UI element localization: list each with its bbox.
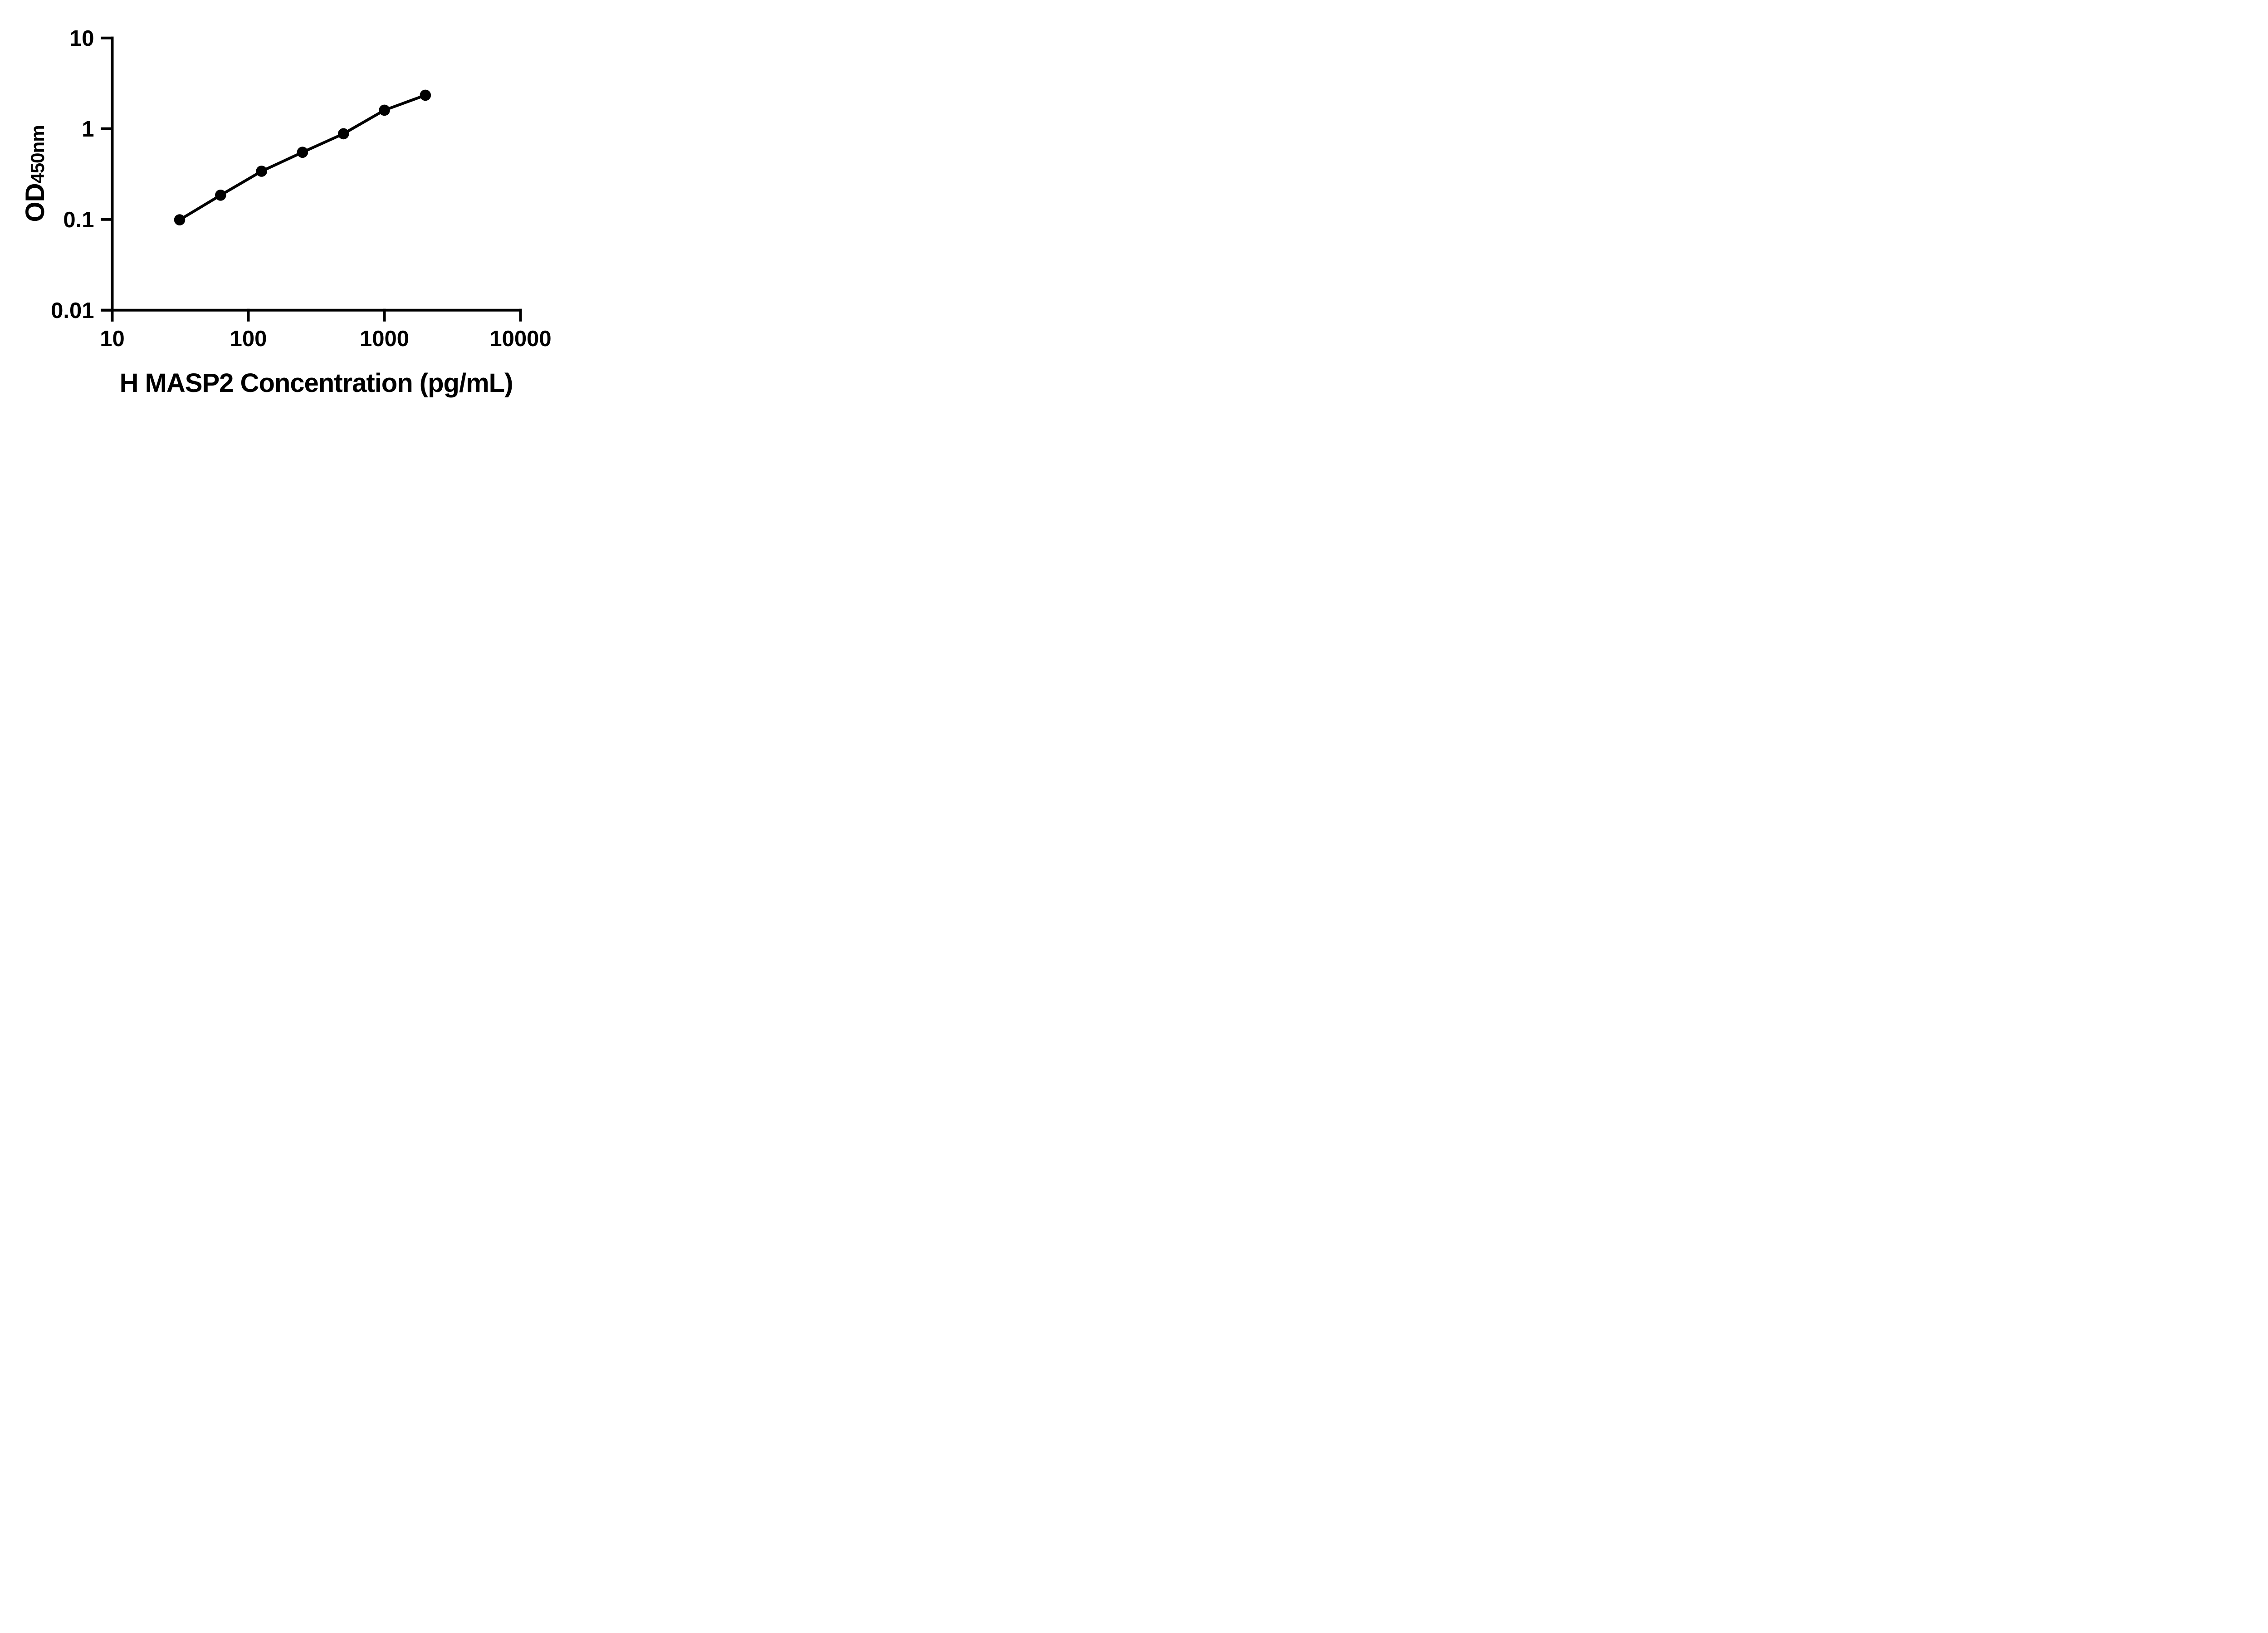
data-point	[420, 89, 431, 101]
data-point	[379, 104, 390, 116]
data-point	[337, 128, 349, 140]
data-point	[215, 190, 226, 201]
data-point	[174, 214, 186, 225]
x-tick-label: 10000	[489, 327, 551, 351]
x-tick-label: 100	[230, 327, 267, 351]
data-point	[256, 166, 267, 177]
x-tick-label: 10	[100, 327, 125, 351]
y-tick-label: 0.1	[63, 208, 94, 232]
y-tick-label: 1	[82, 117, 94, 142]
y-tick-label: 10	[69, 26, 94, 51]
data-point	[297, 147, 308, 158]
y-axis-title-subscript: 450nm	[27, 125, 48, 183]
y-axis-title: OD450nm	[20, 125, 50, 222]
x-axis-title: H MASP2 Concentration (pg/mL)	[120, 368, 513, 398]
x-tick-label: 1000	[360, 327, 409, 351]
y-axis-title-main: OD	[20, 184, 50, 222]
elisa-standard-curve-figure: 10 1 0.1 0.01 10 100 1000 10000 H MASP2 Concent…	[0, 0, 583, 408]
y-tick-label: 0.01	[51, 298, 94, 323]
